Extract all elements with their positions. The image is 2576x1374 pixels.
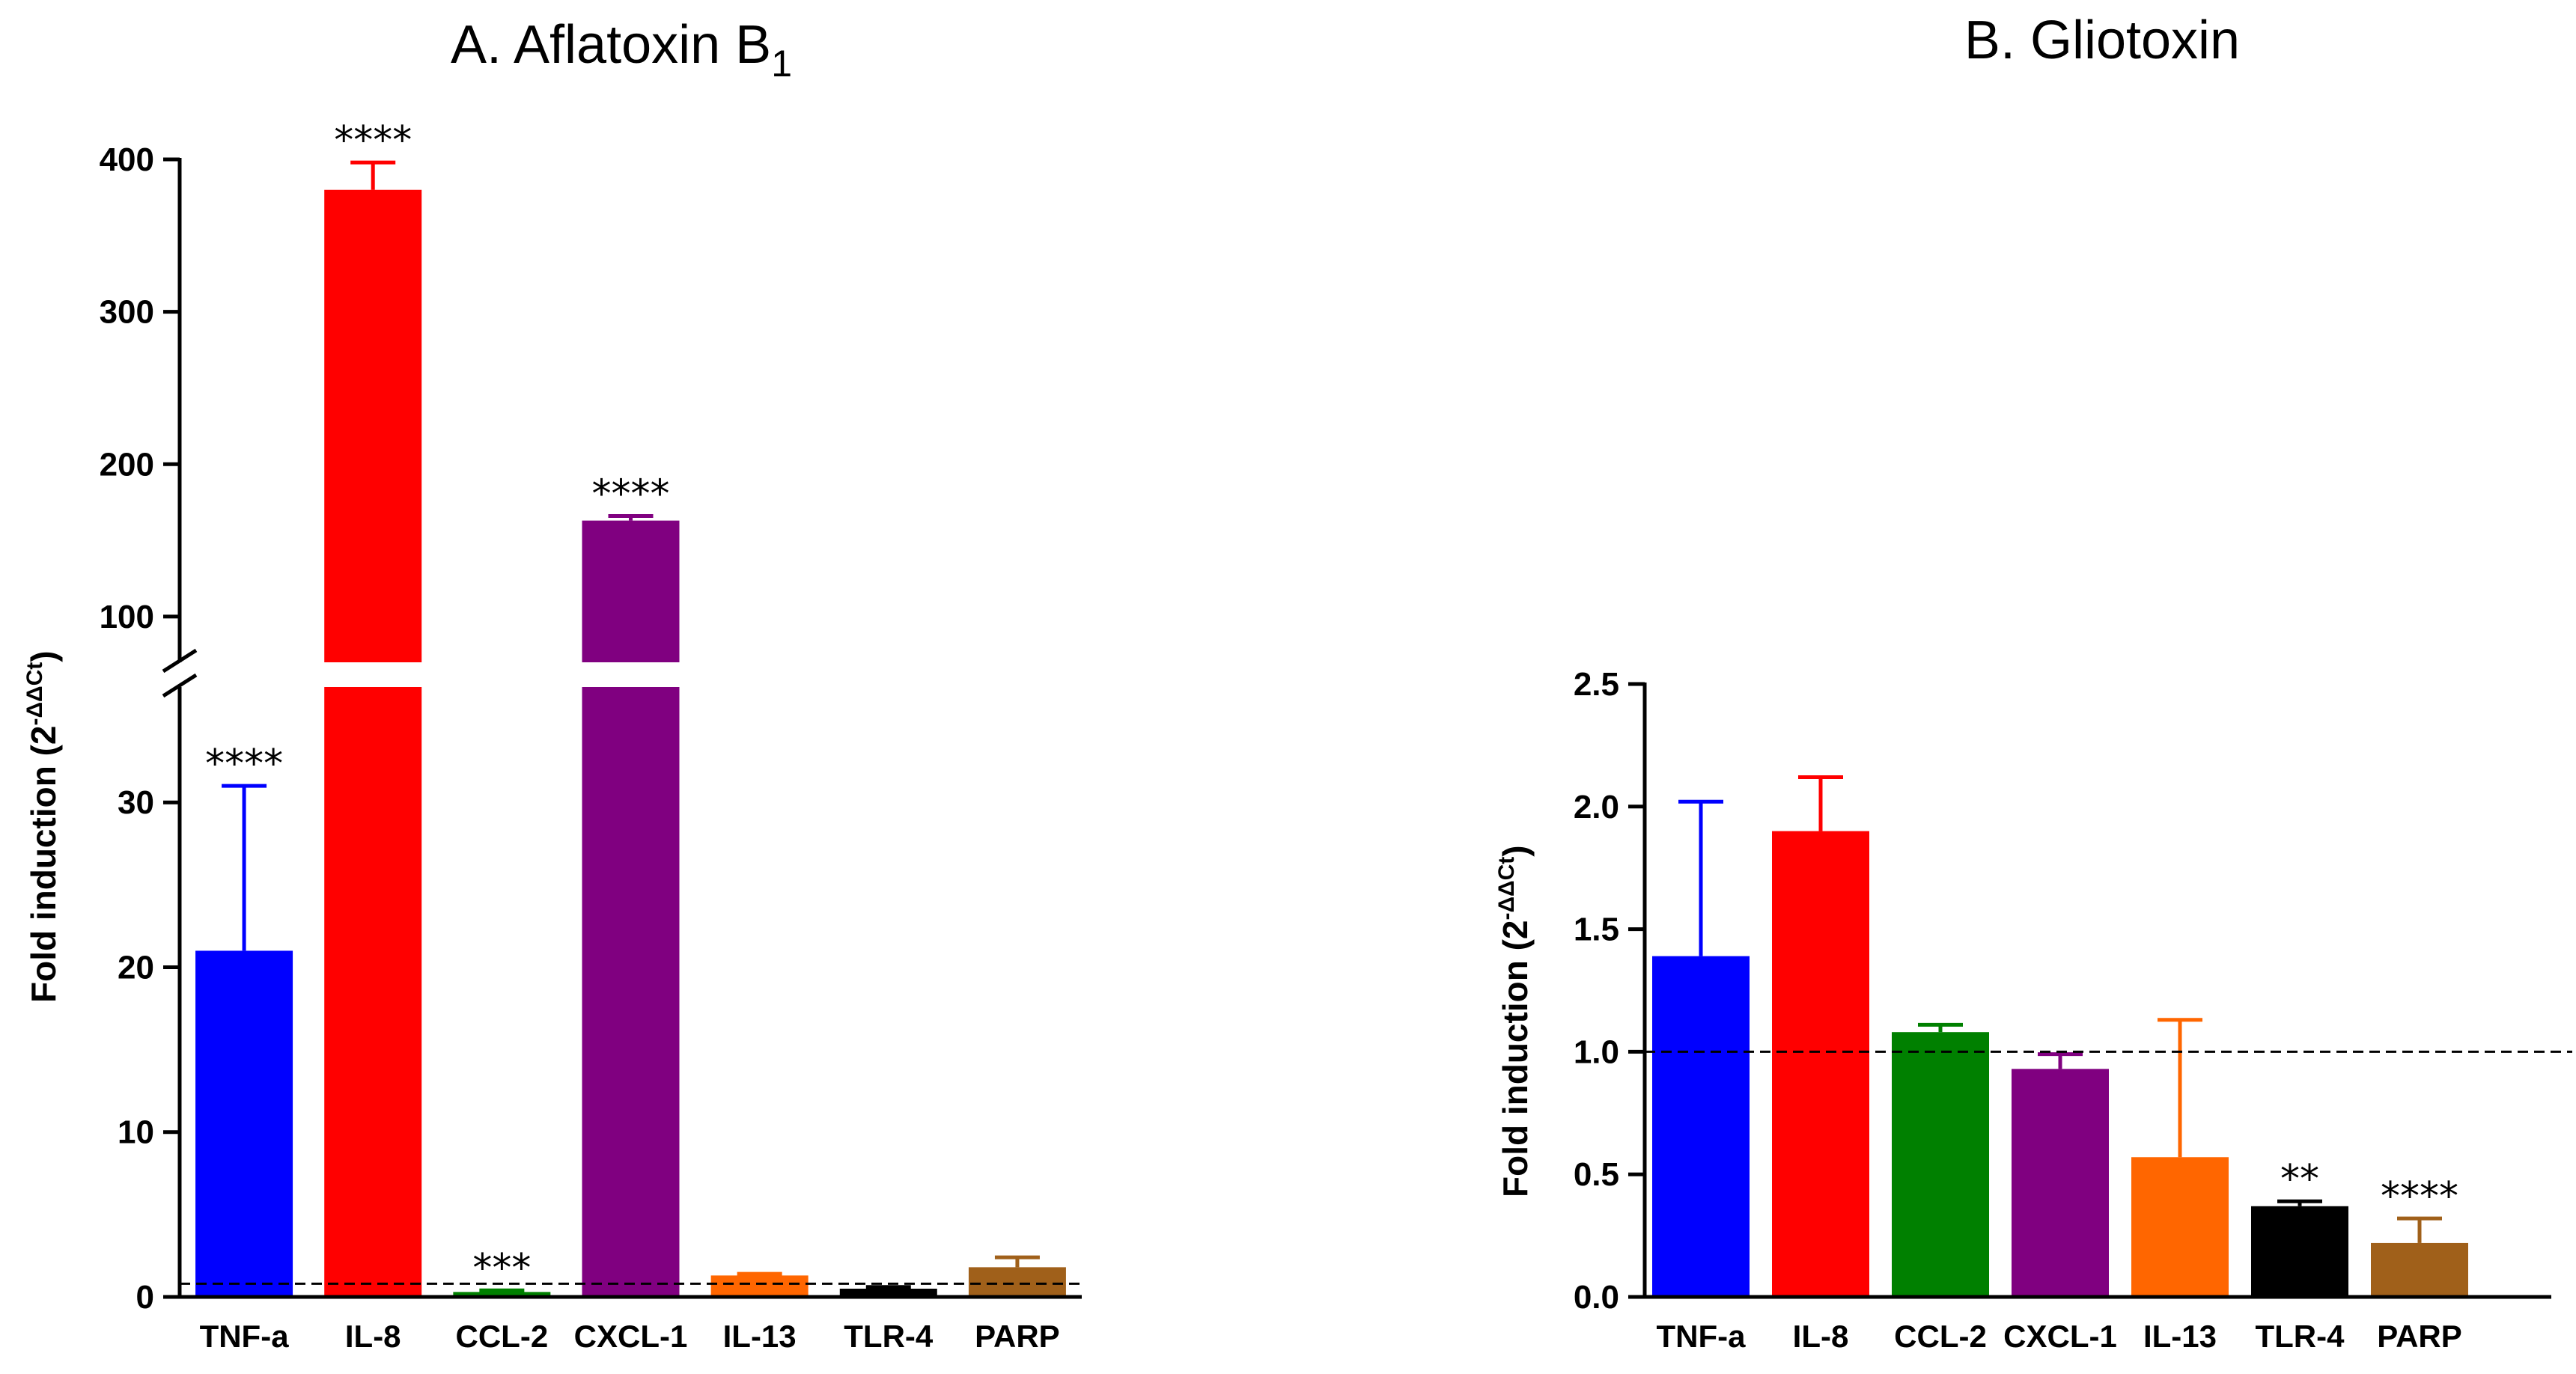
panel-b-bar-il-8: [1772, 831, 1869, 1297]
panel-b-significance-labels: ** ****: [2280, 1157, 2458, 1219]
panel-a-ylabel-main: Fold induction (2: [24, 726, 63, 1004]
panel-b-category-labels: TNF-a IL-8 CCL-2 CXCL-1 IL-13 TLR-4 PARP: [1657, 1319, 2462, 1354]
panel-b-bars: [1652, 775, 2468, 1297]
panel-a-ylabel-close: ): [24, 650, 63, 662]
panel-a-ylabel-sup: -ΔΔCt: [22, 662, 47, 726]
panel-b-significance-parp: ****: [2381, 1174, 2458, 1219]
panel-a-category-il-13: IL-13: [723, 1319, 797, 1354]
panel-b-ylabel-close: ): [1496, 845, 1535, 856]
panel-a-ylabel: Fold induction (2-ΔΔCt): [22, 650, 63, 1003]
panel-b-category-parp: PARP: [2377, 1319, 2462, 1354]
panel-a-category-labels: TNF-a IL-8 CCL-2 CXCL-1 IL-13 TLR-4 PARP: [200, 1319, 1060, 1354]
panel-b-significance-tlr-4: **: [2280, 1157, 2319, 1202]
panel-a-title: A. Aflatoxin B1: [451, 15, 792, 85]
panel-a-bar-tlr-4: [839, 1288, 937, 1297]
panel-a-title-subscript: 1: [771, 43, 792, 85]
panel-b-title: B. Gliotoxin: [1964, 10, 2240, 70]
panel-b-bar-tnf-a: [1652, 956, 1750, 1297]
panel-b-bar-ccl-2: [1892, 1032, 1989, 1297]
panel-b-tick-label-1-0: 1.0: [1574, 1033, 1619, 1070]
panel-a-axes: [162, 157, 1082, 1299]
panel-a-tick-label-100: 100: [100, 599, 154, 635]
panel-a-category-il-8: IL-8: [345, 1319, 401, 1354]
panel-a-tick-label-10: 10: [118, 1114, 154, 1151]
panel-a-bar-cxcl-1: [582, 520, 680, 662]
panel-b-tick-label-1-5: 1.5: [1574, 912, 1619, 948]
panel-b-tick-labels: 0.0 0.5 1.0 1.5 2.0 2.5: [1574, 666, 1619, 1316]
panel-b-category-il-13: IL-13: [2143, 1319, 2217, 1354]
panel-b-category-il-8: IL-8: [1793, 1319, 1849, 1354]
panel-b-category-ccl-2: CCL-2: [1894, 1319, 1987, 1354]
panel-b-tick-label-2-0: 2.0: [1574, 789, 1619, 825]
panel-a: A. Aflatoxin B1 Fold induction (2-ΔΔCt) …: [22, 15, 1082, 1354]
panel-a-tick-label-30: 30: [118, 784, 154, 821]
panel-a-significance-il-8: ****: [334, 118, 412, 163]
panel-b-category-tlr-4: TLR-4: [2256, 1319, 2345, 1354]
panel-a-category-tnf-a: TNF-a: [200, 1319, 290, 1354]
panel-a-category-parp: PARP: [975, 1319, 1060, 1354]
panel-a-category-cxcl-1: CXCL-1: [574, 1319, 688, 1354]
panel-a-category-tlr-4: TLR-4: [844, 1319, 934, 1354]
panel-b-bar-il-13: [2131, 1157, 2229, 1297]
panel-b-bar-parp: [2371, 1242, 2468, 1297]
panel-a-tick-label-400: 400: [100, 141, 154, 178]
panel-a-significance-tnf-a: ****: [205, 742, 283, 787]
panel-b-bar-cxcl-1: [2012, 1069, 2109, 1297]
panel-a-bar-il-13: [710, 1275, 809, 1297]
panel-b-ylabel: Fold induction (2-ΔΔCt): [1494, 845, 1535, 1197]
panel-a-axis-break-upper: [162, 648, 198, 674]
panel-b-bar-tlr-4: [2251, 1206, 2348, 1297]
panel-a-category-ccl-2: CCL-2: [456, 1319, 549, 1354]
panel-b-category-cxcl-1: CXCL-1: [2003, 1319, 2117, 1354]
panel-a-significance-ccl-2: ***: [472, 1246, 531, 1291]
panel-a-title-main: A. Aflatoxin B: [451, 15, 771, 75]
panel-b-category-tnf-a: TNF-a: [1657, 1319, 1747, 1354]
panel-a-bars: [195, 160, 1066, 1297]
panel-a-tick-label-20: 20: [118, 949, 154, 986]
panel-a-tick-labels: 0 10 20 30 100 200 300 400: [100, 141, 154, 1316]
panel-a-bar-ccl-2: [453, 1292, 551, 1297]
panel-b-tick-label-0-5: 0.5: [1574, 1156, 1619, 1193]
panel-a-tick-label-300: 300: [100, 294, 154, 331]
panel-b-axes: [1628, 682, 2572, 1299]
panel-a-bar-parp: [968, 1267, 1066, 1297]
panel-a-bar-il-8: [324, 189, 422, 662]
panel-a-bar-cxcl-1-lower: [582, 687, 680, 1297]
panel-b-ylabel-main: Fold induction (2: [1496, 920, 1535, 1198]
panel-b: B. Gliotoxin Fold induction (2-ΔΔCt) 0.0…: [1494, 10, 2572, 1354]
panel-a-significance-labels: ***************: [205, 118, 669, 1291]
panel-b-tick-label-2-5: 2.5: [1574, 666, 1619, 703]
panel-a-bar-il-8-lower: [324, 687, 422, 1297]
panel-a-tick-label-200: 200: [100, 446, 154, 483]
panel-b-ylabel-sup: -ΔΔCt: [1494, 857, 1519, 920]
panel-a-axis-break-lower: [162, 673, 198, 698]
panel-a-significance-cxcl-1: ****: [592, 472, 670, 517]
panel-a-tick-label-0: 0: [136, 1279, 154, 1316]
panel-a-bar-tnf-a: [195, 950, 293, 1297]
panel-b-tick-label-0-0: 0.0: [1574, 1279, 1619, 1316]
